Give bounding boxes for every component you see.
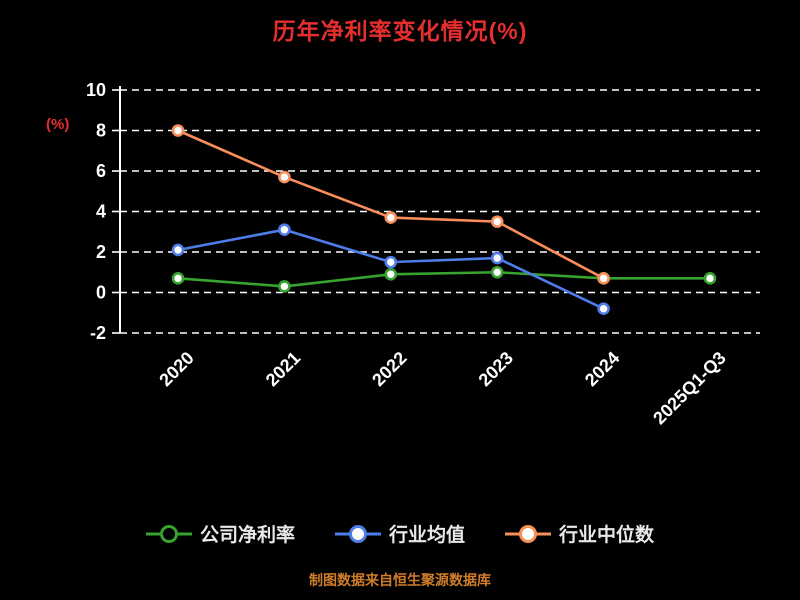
svg-text:8: 8 bbox=[96, 121, 106, 141]
series-行业中位数 bbox=[171, 124, 610, 285]
line-circle-marker-icon bbox=[334, 524, 381, 543]
gridlines: 10 8 6 4 2 0 -2 bbox=[86, 80, 760, 343]
svg-text:2: 2 bbox=[96, 242, 106, 262]
legend-item-industry-avg[interactable]: 行业均值 bbox=[334, 520, 465, 547]
svg-text:0: 0 bbox=[96, 283, 106, 303]
legend-circle bbox=[159, 524, 178, 543]
legend: 公司净利率 行业均值 行业中位数 bbox=[0, 520, 800, 547]
svg-text:10: 10 bbox=[86, 80, 106, 100]
svg-text:2025Q1-Q3: 2025Q1-Q3 bbox=[649, 348, 730, 429]
legend-circle bbox=[348, 524, 367, 543]
svg-text:2020: 2020 bbox=[155, 348, 197, 390]
svg-text:6: 6 bbox=[96, 161, 106, 181]
svg-text:2024: 2024 bbox=[581, 348, 623, 390]
legend-label: 公司净利率 bbox=[199, 525, 295, 546]
series-行业均值 bbox=[171, 223, 610, 315]
series-公司净利率 bbox=[171, 265, 717, 293]
footer-note: 制图数据来自恒生聚源数据库 bbox=[309, 572, 491, 588]
legend-item-company[interactable]: 公司净利率 bbox=[145, 520, 295, 547]
svg-text:2022: 2022 bbox=[368, 348, 410, 390]
svg-text:4: 4 bbox=[96, 202, 106, 222]
svg-text:-2: -2 bbox=[90, 323, 106, 343]
line-circle-marker-icon bbox=[145, 524, 192, 543]
svg-text:2021: 2021 bbox=[262, 348, 304, 390]
legend-circle bbox=[519, 524, 537, 543]
y-axis-label: (%) bbox=[46, 116, 70, 133]
x-axis-labels: 2020 2021 2022 2023 2024 2025Q1-Q3 bbox=[155, 348, 729, 429]
line-circle-marker-icon bbox=[505, 524, 551, 543]
legend-item-industry-median[interactable]: 行业中位数 bbox=[505, 520, 654, 547]
legend-label: 行业中位数 bbox=[559, 525, 655, 546]
legend-label: 行业均值 bbox=[388, 525, 465, 546]
chart-canvas: 10 8 6 4 2 0 -2 2020 2021 2022 2023 2024 2025Q1-Q3 bbox=[86, 80, 760, 429]
svg-text:2023: 2023 bbox=[475, 348, 517, 390]
chart-title: 历年净利率变化情况(%) bbox=[272, 18, 528, 44]
